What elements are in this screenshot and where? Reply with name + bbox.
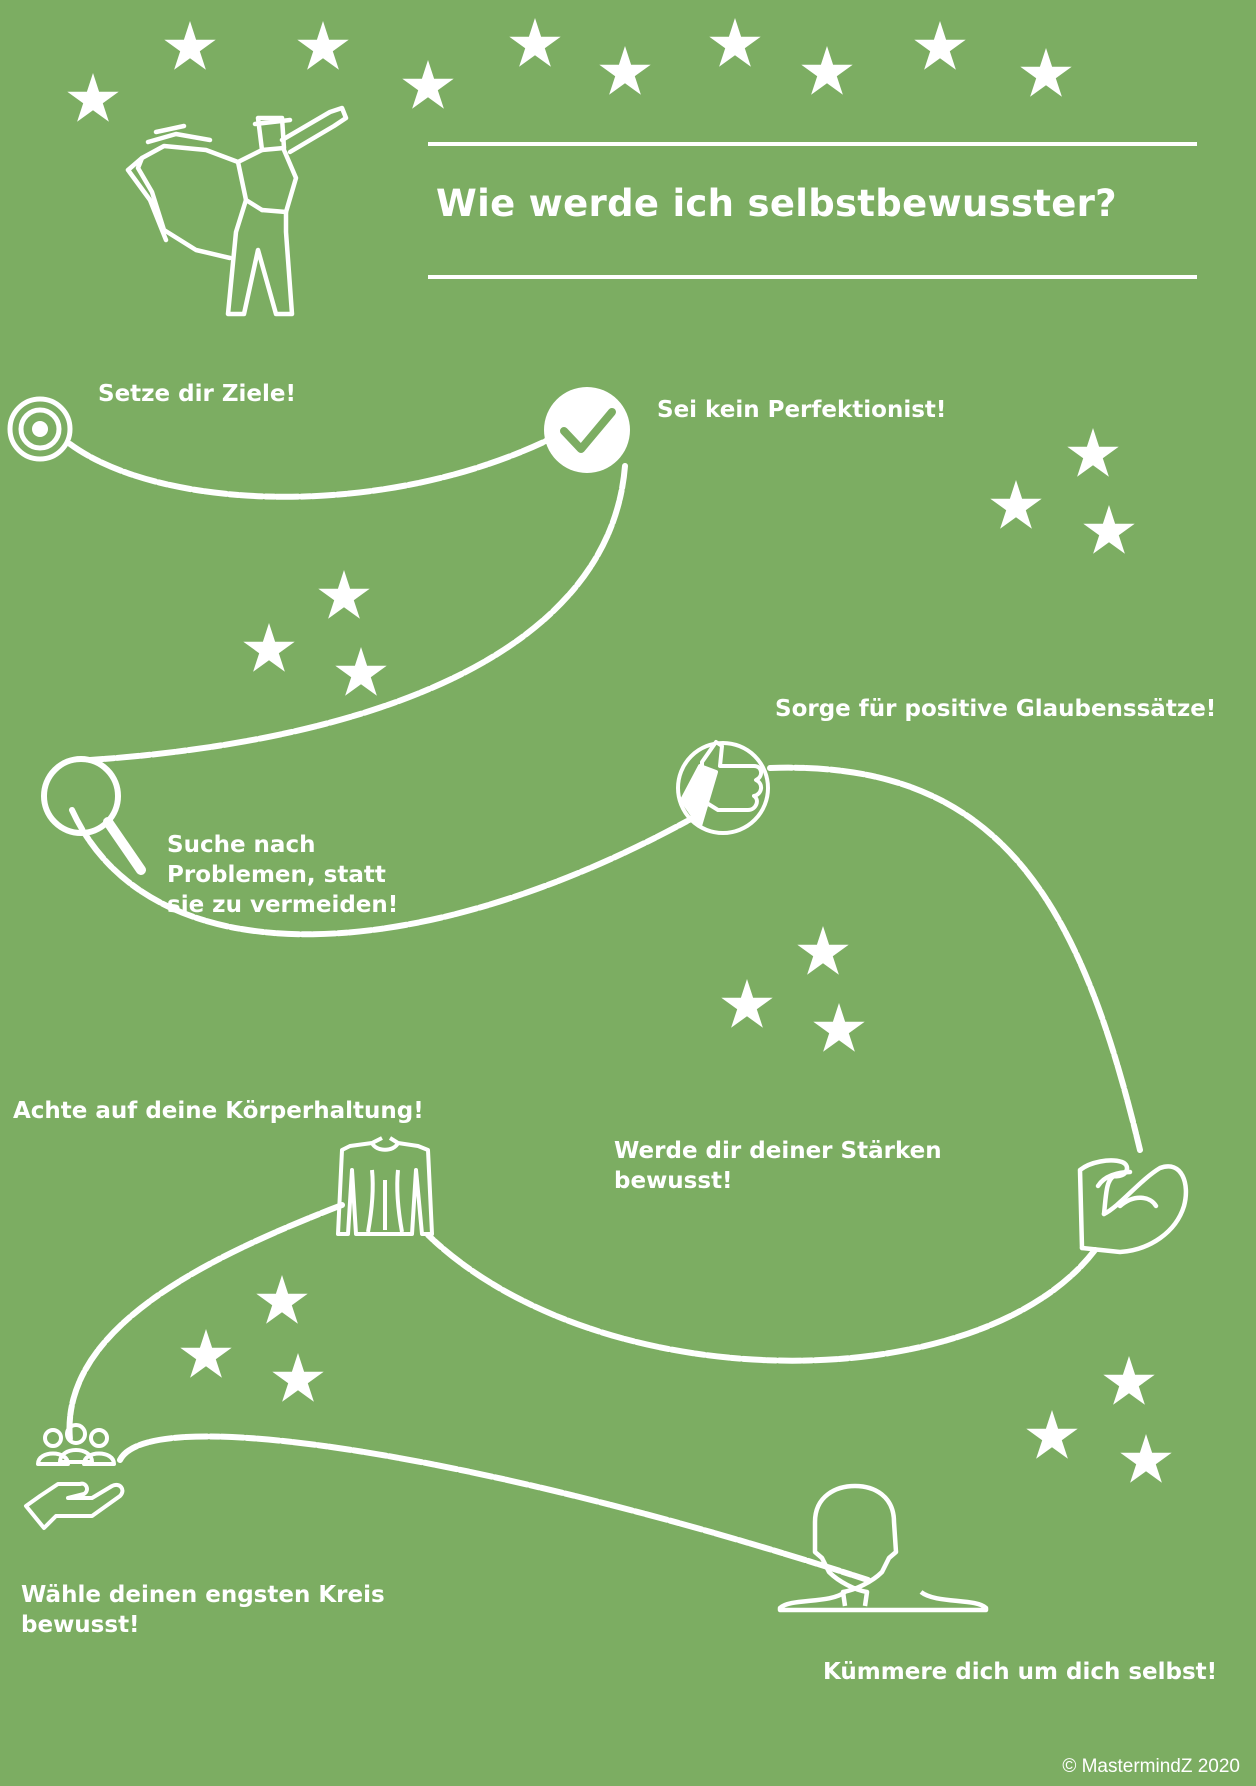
star-cluster: [990, 428, 1135, 554]
star-cluster: [180, 1275, 324, 1402]
star-icon: [67, 73, 119, 122]
copyright: © MastermindZ 2020: [1062, 1756, 1240, 1777]
star-icon: [243, 623, 295, 672]
group-hand-icon: [24, 1423, 125, 1530]
star-icon: [721, 979, 773, 1028]
star-icon: [1120, 1434, 1172, 1483]
star-icon: [164, 21, 216, 70]
superhero-icon: [125, 105, 349, 317]
star-icon: [1103, 1356, 1155, 1405]
star-icon: [318, 570, 370, 619]
star-icon: [599, 46, 651, 95]
checkmark-icon: [544, 387, 630, 473]
star-icon: [1067, 428, 1119, 477]
step-label-strengths: Werde dir deiner Stärken bewusst!: [614, 1138, 942, 1194]
step-label-perfectionist: Sei kein Perfektionist!: [657, 397, 947, 423]
chalk-path: [66, 437, 1143, 1583]
star-icon: [709, 18, 761, 67]
star-icon: [335, 647, 387, 696]
star-icon: [1020, 48, 1072, 97]
star-icon: [1083, 505, 1135, 554]
thumbs-up-icon: [676, 740, 770, 835]
step-label-problems: Suche nach Problemen, statt sie zu verme…: [167, 832, 399, 918]
magnifier-icon: [41, 756, 146, 875]
star-icon: [272, 1353, 324, 1402]
star-icon: [509, 18, 561, 67]
target-icon: [7, 396, 73, 462]
step-label-circle: Wähle deinen engsten Kreis bewusst!: [21, 1582, 385, 1638]
star-icon: [990, 480, 1042, 529]
star-icon: [914, 21, 966, 70]
star-cluster: [1026, 1356, 1172, 1483]
star-icon: [180, 1329, 232, 1378]
step-label-posture: Achte auf deine Körperhaltung!: [13, 1098, 424, 1124]
star-cluster: [243, 570, 387, 696]
head-silhouette-icon: [777, 1483, 989, 1613]
page-title: Wie werde ich selbstbewusster?: [436, 182, 1117, 225]
step-label-selfcare: Kümmere dich um dich selbst!: [823, 1659, 1218, 1685]
star-icon: [297, 21, 349, 70]
step-label-goals: Setze dir Ziele!: [98, 381, 296, 407]
top-stars: [67, 18, 1072, 122]
star-icon: [801, 46, 853, 95]
torso-icon: [336, 1136, 434, 1236]
star-icon: [1026, 1410, 1078, 1459]
star-icon: [256, 1275, 308, 1324]
biceps-icon: [1077, 1158, 1189, 1255]
star-icon: [797, 926, 849, 975]
step-label-beliefs: Sorge für positive Glaubenssätze!: [775, 696, 1217, 722]
star-icon: [813, 1003, 865, 1052]
star-icon: [402, 60, 454, 109]
star-cluster: [721, 926, 865, 1052]
